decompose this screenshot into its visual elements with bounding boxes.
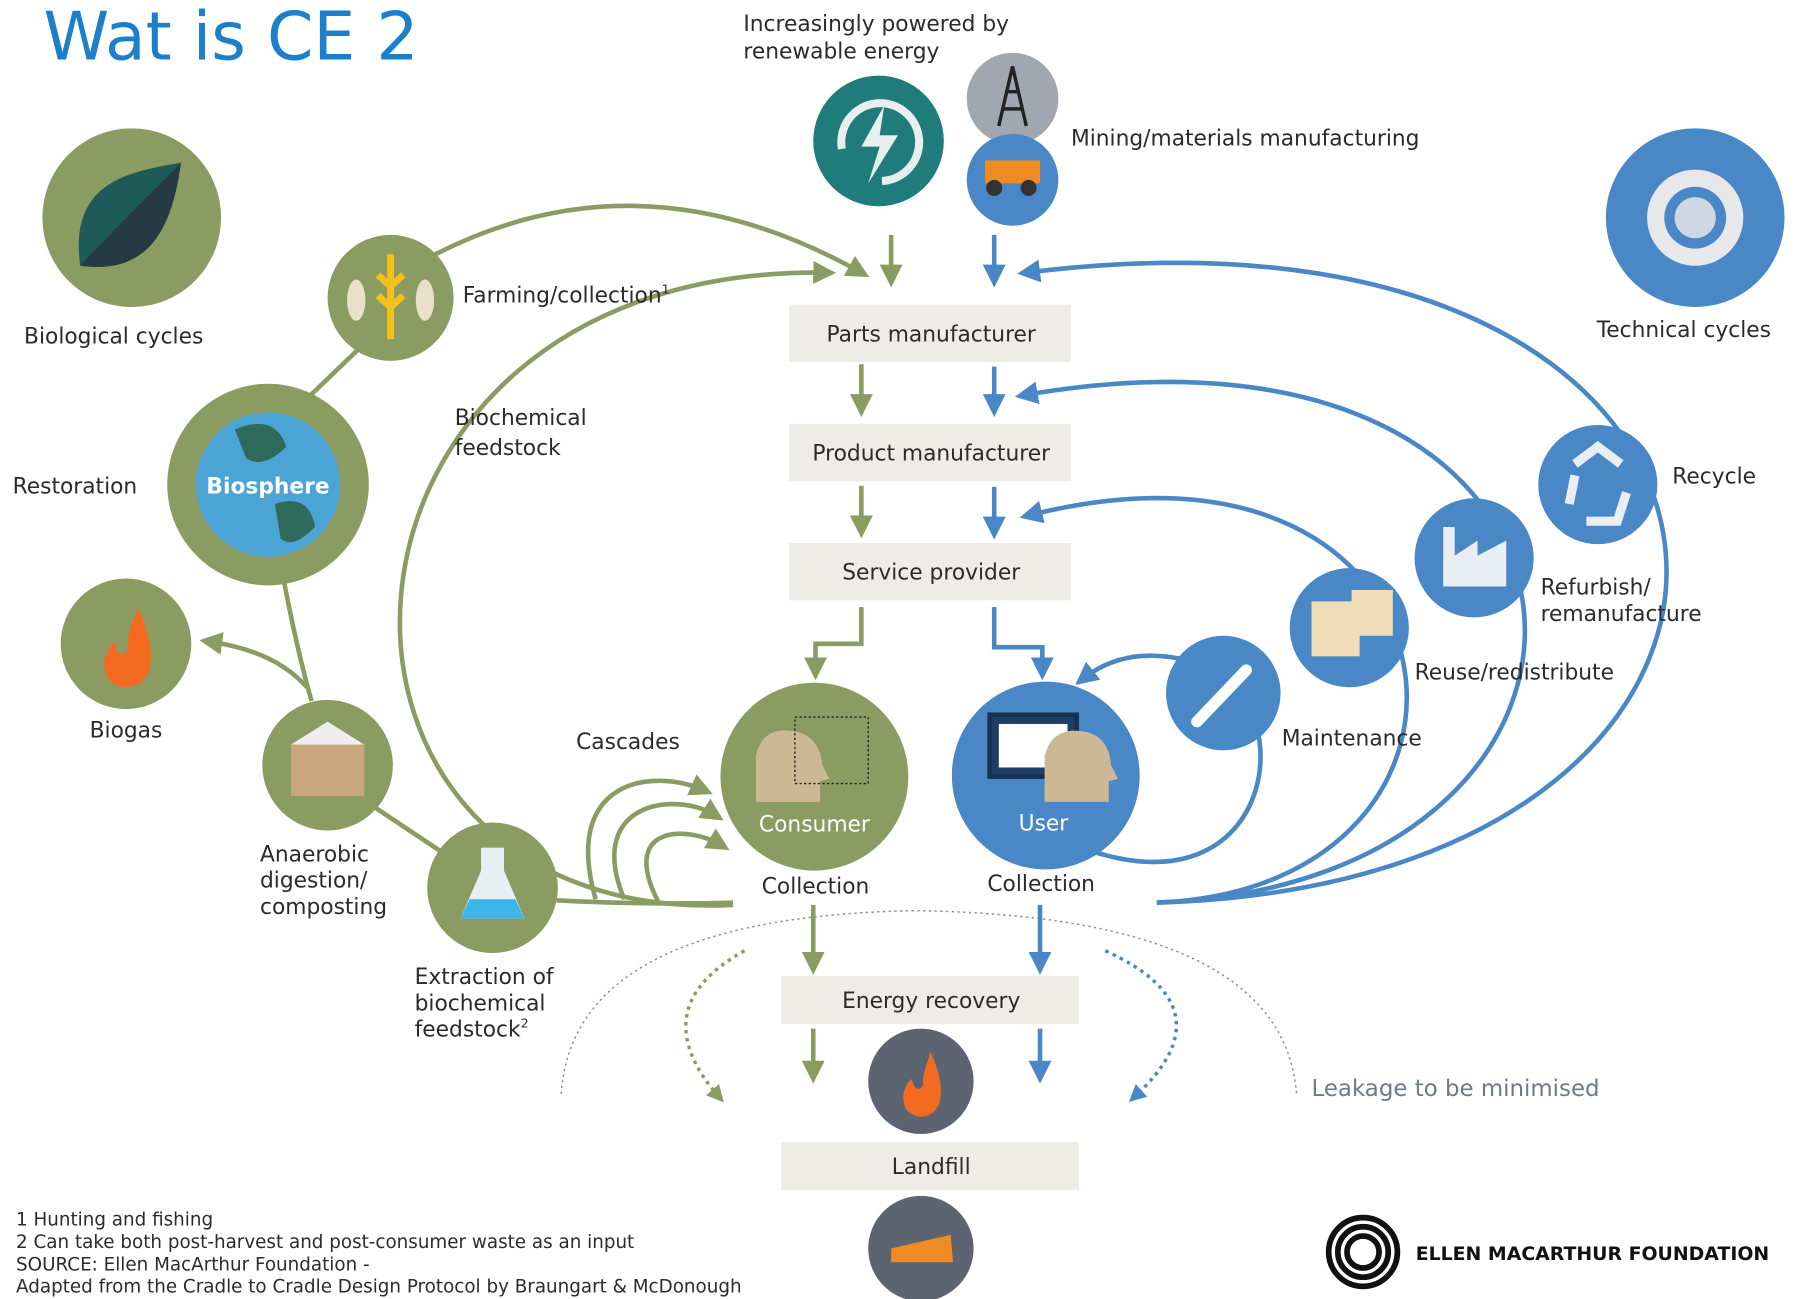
footnote: 2 Can take both post-harvest and post-co… (16, 1232, 634, 1253)
fish (416, 280, 434, 321)
label: Maintenance (1282, 727, 1422, 752)
fish (347, 280, 365, 321)
label: Collection (762, 874, 870, 899)
label-text: Farming/collection (463, 283, 662, 308)
stage-label: Service provider (842, 561, 1020, 586)
label: Refurbish/ (1541, 576, 1652, 601)
page: Parts manufacturer Product manufacturer Se… (0, 0, 1796, 1299)
label: User (1019, 811, 1069, 836)
label: Consumer (759, 813, 870, 838)
label: Leakage to be minimised (1311, 1076, 1599, 1102)
wheel (1021, 180, 1037, 196)
cascade-arrow (614, 804, 716, 899)
footnote: 1 Hunting and fishing (16, 1210, 213, 1231)
wheel (986, 180, 1002, 196)
stage-label: Parts manufacturer (827, 322, 1036, 347)
cascade-arrow (588, 781, 704, 899)
leakage-arrow (686, 951, 745, 1098)
label: Biochemical (455, 406, 587, 431)
label: biochemical (415, 991, 546, 1016)
label: Extraction of (415, 965, 555, 990)
cascade-arrow (646, 834, 721, 903)
label: digestion/ (260, 869, 368, 894)
stage-label: Product manufacturer (812, 442, 1050, 467)
flow-arrow (816, 607, 862, 671)
label: Restoration (13, 475, 138, 500)
label: Technical cycles (1596, 318, 1771, 343)
box (1352, 590, 1393, 636)
label: renewable energy (743, 39, 939, 64)
footnote-ref: 2 (521, 1015, 529, 1030)
stage-label: Landfill (892, 1155, 971, 1180)
biogas-icon (61, 578, 192, 709)
label: Recycle (1672, 464, 1756, 489)
label: Increasingly powered by (743, 12, 1009, 37)
energy-recovery-icon (868, 1029, 973, 1134)
label: Collection (987, 872, 1095, 897)
soil (291, 745, 364, 797)
footnote: SOURCE: Ellen MacArthur Foundation - (16, 1254, 370, 1275)
label: composting (260, 895, 387, 920)
cycle-link (284, 582, 311, 701)
logo-ring (1347, 1236, 1379, 1268)
flask-liquid (460, 899, 524, 918)
logo-text: ELLEN MACARTHUR FOUNDATION (1416, 1243, 1769, 1265)
cycle-link (307, 344, 364, 399)
cycle-link (367, 802, 449, 857)
label: Biosphere (206, 475, 329, 500)
label: Farming/collection1 (463, 281, 670, 308)
leakage-arrow (1105, 951, 1176, 1098)
flow-arrow (208, 641, 307, 687)
label-text: feedstock (415, 1018, 521, 1043)
label: remanufacture (1541, 602, 1702, 627)
stage-label: Energy recovery (842, 989, 1020, 1014)
gear-core (1675, 197, 1716, 238)
label: feedstock2 (415, 1015, 529, 1042)
footnote-ref: 1 (662, 281, 670, 296)
flow-arrow (1082, 656, 1179, 680)
label: Cascades (576, 730, 680, 755)
label: Mining/materials manufacturing (1071, 127, 1419, 152)
truck (985, 160, 1040, 183)
footnote: Adapted from the Cradle to Cradle Design… (16, 1277, 742, 1298)
title: Wat is CE 2 (44, 0, 419, 76)
label: feedstock (455, 436, 561, 461)
label: Anaerobic (260, 842, 369, 867)
flow-arrow (435, 206, 861, 273)
flow-arrow (994, 607, 1042, 671)
diagram: Parts manufacturer Product manufacturer Se… (0, 0, 1796, 1299)
label: Biological cycles (24, 325, 203, 350)
label: Biogas (90, 719, 163, 744)
label: Reuse/redistribute (1415, 660, 1614, 685)
